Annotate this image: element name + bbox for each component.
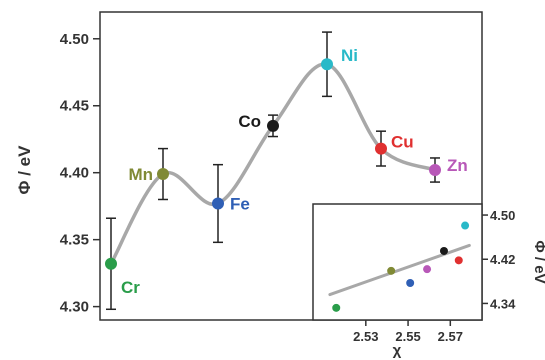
inset-data-point <box>423 265 432 274</box>
point-label-fe: Fe <box>230 194 250 213</box>
main-y-tick-label: 4.50 <box>60 31 89 48</box>
data-point-cu <box>375 142 387 155</box>
inset-background <box>313 204 482 320</box>
data-point-fe <box>212 197 224 210</box>
point-labels: Cr Mn Fe Co Ni Cu Zn <box>121 46 468 297</box>
inset-data-point <box>387 266 396 275</box>
main-plot-frame <box>99 11 483 321</box>
inset-y-tick-label: 4.50 <box>490 208 515 223</box>
data-point-mn <box>157 168 169 181</box>
main-y-tick-label: 4.30 <box>60 299 89 316</box>
data-points <box>105 58 441 270</box>
inset-data-points <box>332 221 470 312</box>
inset-y-tick-label: 4.42 <box>490 252 515 267</box>
inset-data-point <box>454 256 463 265</box>
point-label-mn: Mn <box>128 165 153 184</box>
point-label-zn: Zn <box>447 156 468 175</box>
point-label-ni: Ni <box>341 46 358 65</box>
inset-x-tick-label: 2.57 <box>438 329 463 344</box>
inset-x-axis-title: χ <box>393 342 402 359</box>
inset-frame <box>312 203 483 321</box>
data-point-co <box>267 119 279 132</box>
inset-y-axis: 4.34 4.42 4.50 <box>482 208 516 311</box>
inset-data-point <box>461 221 470 230</box>
point-label-cu: Cu <box>391 133 414 152</box>
main-y-tick-label: 4.35 <box>60 232 89 249</box>
inset-data-point <box>406 278 415 287</box>
main-y-axis: 4.30 4.35 4.40 4.45 4.50 <box>60 31 100 316</box>
inset-x-axis: 2.53 2.55 2.57 <box>353 320 463 344</box>
inset-x-tick-label: 2.53 <box>353 329 378 344</box>
data-point-zn <box>429 164 441 177</box>
main-y-tick-label: 4.45 <box>60 98 89 115</box>
point-label-cr: Cr <box>121 278 140 297</box>
inset-y-tick-label: 4.34 <box>490 296 516 311</box>
main-y-axis-title: Φ / eV <box>15 145 34 195</box>
data-point-ni <box>321 58 333 71</box>
data-point-cr <box>105 257 117 270</box>
main-y-tick-label: 4.40 <box>60 165 89 182</box>
inset-x-tick-label: 2.55 <box>395 329 420 344</box>
inset-data-point <box>332 303 341 312</box>
inset-data-point <box>439 246 448 255</box>
point-label-co: Co <box>238 112 261 131</box>
inset-y-axis-title: Φ / eV <box>531 240 545 283</box>
